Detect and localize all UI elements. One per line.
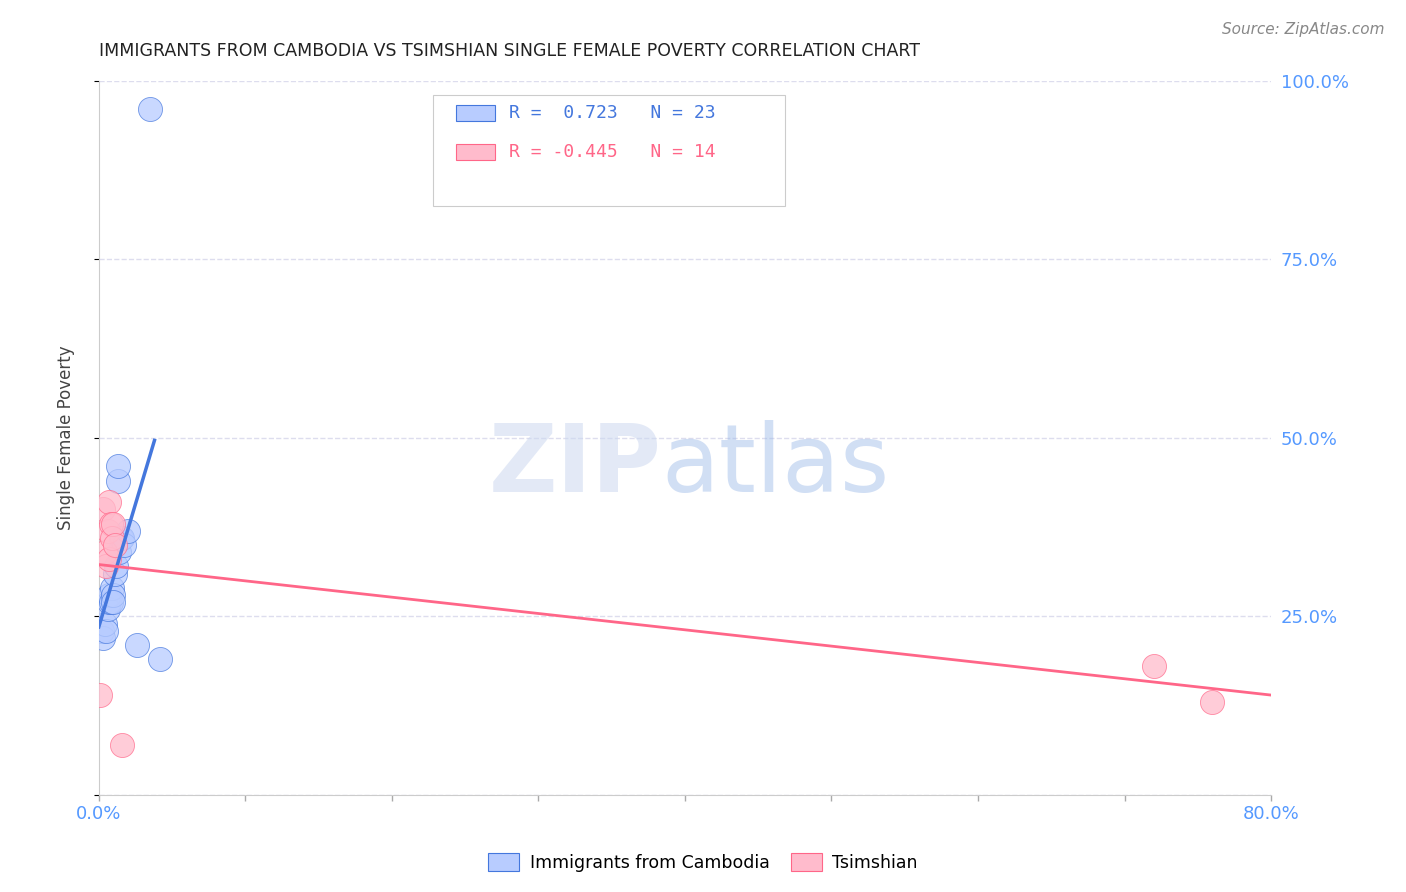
Point xyxy=(103,588,125,602)
Point xyxy=(1201,695,1223,709)
Point xyxy=(94,559,117,574)
Point xyxy=(97,602,120,616)
FancyBboxPatch shape xyxy=(457,105,495,120)
Point xyxy=(107,459,129,474)
Point xyxy=(91,631,114,645)
Point xyxy=(110,531,132,545)
Point xyxy=(103,595,125,609)
Legend: Immigrants from Cambodia, Tsimshian: Immigrants from Cambodia, Tsimshian xyxy=(481,847,925,879)
Point xyxy=(101,581,124,595)
Point xyxy=(104,566,127,581)
Text: Source: ZipAtlas.com: Source: ZipAtlas.com xyxy=(1222,22,1385,37)
Y-axis label: Single Female Poverty: Single Female Poverty xyxy=(58,345,75,530)
Point xyxy=(94,624,117,638)
Point xyxy=(108,545,131,559)
Point xyxy=(125,638,148,652)
Point xyxy=(93,545,115,559)
Point xyxy=(117,524,139,538)
Text: R = -0.445   N = 14: R = -0.445 N = 14 xyxy=(509,144,716,161)
Point xyxy=(98,588,121,602)
Text: IMMIGRANTS FROM CAMBODIA VS TSIMSHIAN SINGLE FEMALE POVERTY CORRELATION CHART: IMMIGRANTS FROM CAMBODIA VS TSIMSHIAN SI… xyxy=(98,42,920,60)
Point xyxy=(111,531,134,545)
Text: R =  0.723   N = 23: R = 0.723 N = 23 xyxy=(509,103,716,122)
Text: ZIP: ZIP xyxy=(489,420,661,513)
Point xyxy=(91,502,114,516)
Text: atlas: atlas xyxy=(661,420,890,513)
Point xyxy=(101,531,124,545)
Point xyxy=(111,738,134,752)
Point xyxy=(139,103,162,117)
FancyBboxPatch shape xyxy=(433,95,785,206)
Point xyxy=(149,652,172,666)
Point xyxy=(105,559,128,574)
Point xyxy=(107,474,129,488)
FancyBboxPatch shape xyxy=(457,145,495,160)
Point xyxy=(112,538,135,552)
Point xyxy=(100,516,122,531)
Point xyxy=(104,538,127,552)
Point xyxy=(89,688,111,702)
Point xyxy=(103,516,125,531)
Point xyxy=(98,552,121,566)
Point xyxy=(90,624,112,638)
Point xyxy=(93,616,115,631)
Point xyxy=(1143,659,1166,673)
Point xyxy=(98,495,121,509)
Point xyxy=(98,595,121,609)
Point xyxy=(100,595,122,609)
Point xyxy=(97,524,120,538)
